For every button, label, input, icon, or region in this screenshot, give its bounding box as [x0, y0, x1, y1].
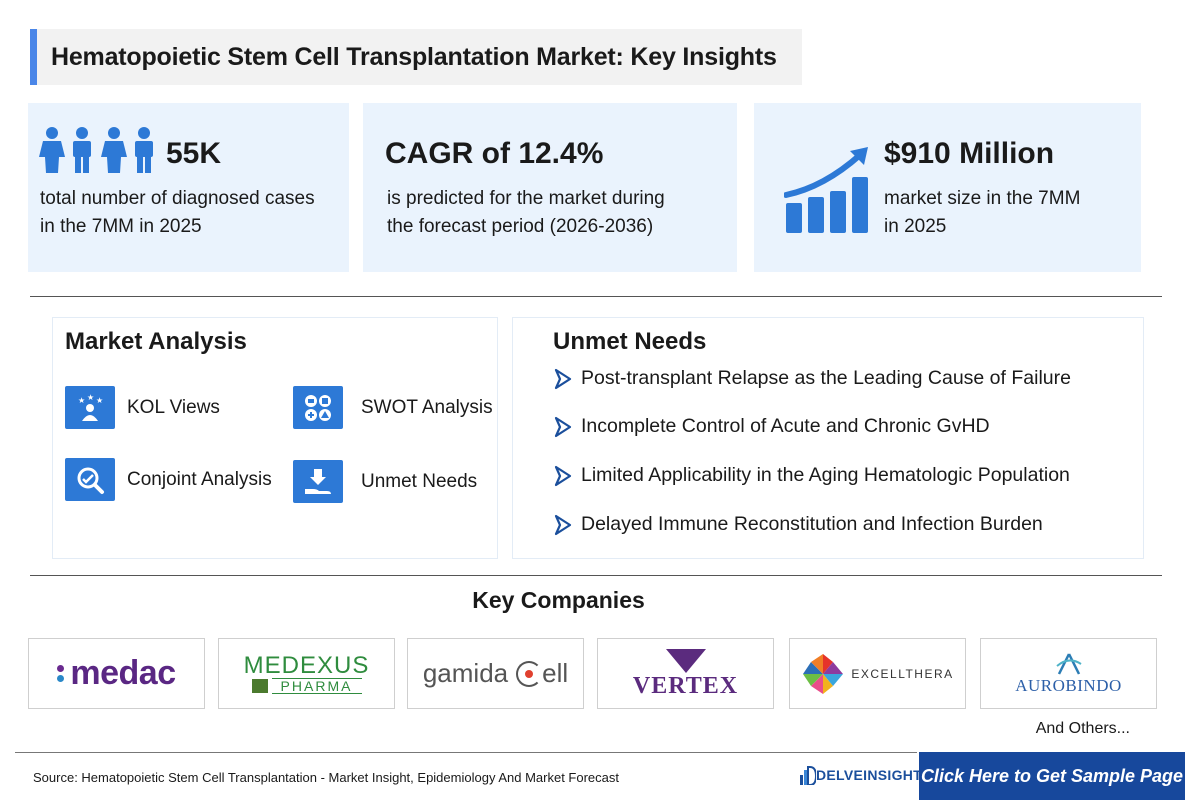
unmet-need-label: Incomplete Control of Acute and Chronic …: [581, 415, 990, 437]
medexus-square-icon: [251, 678, 268, 693]
svg-text:★: ★: [78, 396, 85, 405]
company-name: VERTEX: [632, 672, 739, 699]
company-name: EXCELLTHERA: [851, 666, 954, 681]
company-name: AUROBINDO: [1015, 675, 1122, 695]
chevron-right-icon: [554, 465, 572, 486]
stat-desc-line1: total number of diagnosed cases: [40, 188, 315, 209]
chevron-right-icon: [554, 514, 572, 535]
svg-text:★: ★: [96, 396, 103, 405]
chevron-right-icon: [554, 368, 572, 389]
page-title-box: Hematopoietic Stem Cell Transplantation …: [30, 29, 802, 85]
unmet-need-item: Delayed Immune Reconstitution and Infect…: [553, 513, 1043, 536]
unmet-needs-icon: [293, 460, 343, 503]
unmet-need-item: Incomplete Control of Acute and Chronic …: [553, 415, 990, 438]
market-analysis-item-kol[interactable]: ★ ★ ★ KOL Views: [65, 386, 220, 429]
company-suffix: ell: [542, 658, 569, 688]
stat-card-market-size: $910 Million market size in the 7MM in 2…: [754, 103, 1141, 272]
company-sub: PHARMA: [271, 677, 362, 694]
market-analysis-item-label: Unmet Needs: [361, 470, 478, 492]
kol-icon: ★ ★ ★: [65, 386, 115, 429]
gamida-cell-c-icon: [516, 660, 543, 687]
unmet-needs-panel: Unmet Needs Post-transplant Relapse as t…: [512, 317, 1144, 559]
stat-desc-line2: in 2025: [884, 216, 947, 237]
stat-card-cagr: CAGR of 12.4% is predicted for the marke…: [363, 103, 737, 272]
page-title: Hematopoietic Stem Cell Transplantation …: [51, 42, 777, 71]
medac-dots-icon: [57, 665, 65, 682]
source-text: Source: Hematopoietic Stem Cell Transpla…: [33, 770, 619, 785]
svg-text:★: ★: [87, 393, 94, 402]
chevron-right-icon: [554, 416, 572, 437]
excellthera-star-icon: [803, 653, 844, 694]
stat-value: $910 Million: [884, 137, 1055, 170]
stat-desc-line1: market size in the 7MM: [884, 188, 1081, 209]
company-logo-medexus: MEDEXUS PHARMA: [218, 638, 395, 709]
key-companies-title: Key Companies: [472, 587, 645, 613]
stat-desc-line2: the forecast period (2026-2036): [387, 216, 654, 237]
swot-icon: [293, 386, 343, 429]
and-others-text: And Others...: [1035, 720, 1130, 737]
market-analysis-item-conjoint[interactable]: Conjoint Analysis: [65, 458, 272, 501]
market-analysis-item-label: Conjoint Analysis: [127, 468, 272, 490]
divider: [30, 296, 1162, 297]
unmet-need-item: Post-transplant Relapse as the Leading C…: [553, 367, 1071, 390]
brand-name: DELVEINSIGHT: [816, 767, 923, 783]
unmet-needs-title: Unmet Needs: [553, 328, 707, 355]
company-logo-excellthera: EXCELLTHERA: [789, 638, 966, 709]
conjoint-icon: [65, 458, 115, 501]
market-analysis-item-unmet-needs[interactable]: Unmet Needs: [293, 460, 477, 503]
company-logo-gamida-cell: gamida ell: [407, 638, 584, 709]
unmet-need-label: Limited Applicability in the Aging Hemat…: [581, 464, 1070, 486]
market-analysis-panel: Market Analysis ★ ★ ★ KOL Views SWOT Ana…: [52, 317, 498, 559]
get-sample-page-button[interactable]: Click Here to Get Sample Page: [919, 752, 1185, 800]
stat-desc-line1: is predicted for the market during: [387, 188, 665, 209]
company-logo-vertex: VERTEX: [597, 638, 774, 709]
growth-chart-icon: [784, 147, 868, 233]
people-icon: [39, 127, 153, 173]
aurobindo-swirl-icon: [1055, 652, 1082, 675]
stat-desc-line2: in the 7MM in 2025: [40, 216, 202, 237]
market-analysis-item-label: KOL Views: [127, 396, 220, 418]
company-name: MEDEXUS: [243, 651, 370, 679]
unmet-need-item: Limited Applicability in the Aging Hemat…: [553, 464, 1070, 487]
footer-divider: [15, 752, 917, 753]
stat-value: CAGR of 12.4%: [385, 137, 604, 170]
market-analysis-title: Market Analysis: [65, 328, 247, 355]
unmet-need-label: Post-transplant Relapse as the Leading C…: [581, 367, 1071, 389]
stat-value: 55K: [166, 137, 222, 170]
vertex-triangle-icon: [665, 648, 706, 673]
unmet-need-label: Delayed Immune Reconstitution and Infect…: [581, 513, 1043, 535]
delveinsight-mark-icon: [800, 766, 816, 785]
company-name: gamida: [422, 658, 509, 688]
company-name: medac: [70, 654, 176, 692]
market-analysis-item-label: SWOT Analysis: [361, 396, 493, 418]
delveinsight-logo: DELVEINSIGHT: [800, 765, 922, 785]
divider: [30, 575, 1162, 576]
stat-card-diagnosed-cases: 55K total number of diagnosed cases in t…: [28, 103, 349, 272]
company-logo-aurobindo: AUROBINDO: [980, 638, 1157, 709]
company-logo-medac: medac: [28, 638, 205, 709]
market-analysis-item-swot[interactable]: SWOT Analysis: [293, 386, 493, 429]
